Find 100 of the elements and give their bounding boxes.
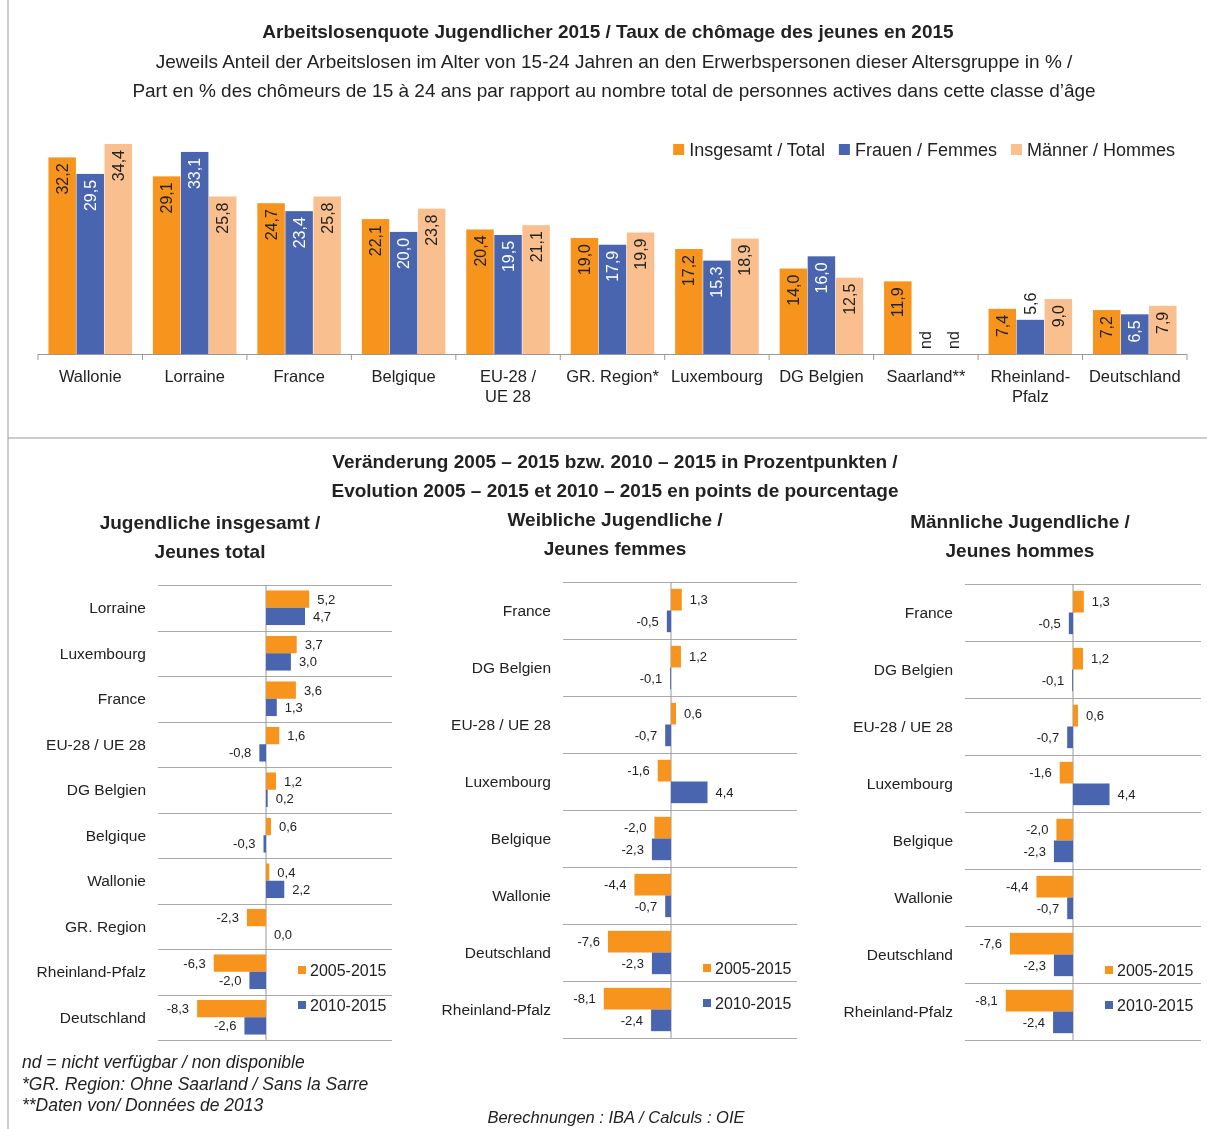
data-label: 29,5 bbox=[81, 179, 99, 212]
data-label: 4,4 bbox=[1117, 786, 1136, 802]
data-label: 14,0 bbox=[784, 274, 802, 306]
data-label: 4,4 bbox=[715, 784, 734, 800]
data-label: 25,8 bbox=[214, 202, 232, 234]
bar bbox=[266, 772, 276, 790]
y-tick-label: Wallonie bbox=[894, 889, 953, 906]
data-label: 1,2 bbox=[283, 773, 303, 789]
bar bbox=[1009, 932, 1073, 955]
data-label: -6,3 bbox=[183, 955, 206, 971]
bar bbox=[1073, 590, 1084, 613]
data-label: -7,6 bbox=[979, 936, 1002, 952]
bar bbox=[657, 759, 671, 782]
bar bbox=[607, 930, 671, 953]
bar bbox=[1056, 818, 1073, 841]
data-label: 20,0 bbox=[395, 237, 413, 270]
bar bbox=[1068, 612, 1073, 635]
bar bbox=[266, 590, 310, 608]
data-label: -0,7 bbox=[1036, 900, 1060, 916]
y-tick-label: Belgique bbox=[490, 830, 551, 847]
data-label: 1,3 bbox=[689, 592, 708, 608]
data-label: 11,9 bbox=[889, 287, 907, 318]
bar bbox=[1053, 954, 1073, 977]
y-tick-label: Luxembourg bbox=[464, 773, 551, 790]
data-label: -0,7 bbox=[1036, 729, 1060, 745]
bar bbox=[1016, 319, 1045, 354]
y-tick-label: Rheinland-Pfalz bbox=[441, 1001, 551, 1018]
y-tick-label: Rheinland-Pfalz bbox=[36, 963, 146, 981]
data-label: 1,3 bbox=[284, 699, 303, 715]
bar bbox=[570, 238, 599, 354]
text: Veränderung 2005 – 2015 bzw. 2010 – 2015 in Prozentpunkten / Evolution 2005 – 2015 et 2010 – 2015 en points de pourcentage bbox=[331, 451, 899, 501]
data-label: -2,4 bbox=[1022, 1014, 1046, 1030]
bar bbox=[603, 987, 671, 1010]
data-label: 16,0 bbox=[812, 262, 830, 294]
x-tick-label: Lorraine bbox=[164, 367, 225, 385]
bar bbox=[76, 173, 104, 354]
y-tick-label: Wallonie bbox=[492, 887, 551, 904]
bar bbox=[1073, 647, 1083, 670]
data-label: 29,1 bbox=[158, 182, 176, 214]
data-label: -2,3 bbox=[216, 910, 239, 926]
data-label: 1,3 bbox=[1091, 594, 1110, 610]
bar bbox=[104, 144, 133, 354]
data-label: -2,3 bbox=[1023, 957, 1046, 973]
bar bbox=[266, 681, 296, 699]
x-tick-label: Rheinland-Pfalz bbox=[990, 367, 1071, 405]
y-tick-label: Luxembourg bbox=[866, 775, 953, 792]
data-label: 4,7 bbox=[313, 608, 332, 624]
bar bbox=[180, 151, 209, 354]
bar bbox=[249, 971, 266, 990]
bar bbox=[671, 645, 681, 668]
y-tick-label: Deutschland bbox=[866, 946, 953, 963]
y-tick-label: EU-28 / UE 28 bbox=[46, 735, 146, 753]
legend-label: 2010-2015 bbox=[1117, 997, 1194, 1014]
bar bbox=[807, 256, 836, 354]
data-label: 12,5 bbox=[840, 283, 858, 315]
bar bbox=[466, 229, 494, 354]
data-label: -2,3 bbox=[1023, 843, 1046, 859]
data-label: 7,2 bbox=[1098, 315, 1116, 339]
data-label: 3,7 bbox=[304, 637, 323, 653]
data-label: -2,4 bbox=[620, 1012, 644, 1028]
legend-label: Männer / Hommes bbox=[1026, 140, 1175, 160]
data-label: -8,1 bbox=[573, 991, 596, 1007]
data-label: 23,8 bbox=[423, 214, 441, 246]
legend-label: Frauen / Femmes bbox=[854, 140, 997, 160]
legend-label: 2010-2015 bbox=[715, 995, 792, 1012]
data-label: -0,3 bbox=[233, 836, 256, 852]
legend-label: 2005-2015 bbox=[310, 962, 387, 979]
bar bbox=[389, 231, 418, 354]
data-label: 0,2 bbox=[275, 790, 294, 806]
data-label: 19,9 bbox=[632, 238, 650, 270]
data-label: 9,0 bbox=[1049, 304, 1067, 328]
y-tick-label: Deutschland bbox=[59, 1008, 146, 1026]
bar bbox=[1053, 1011, 1073, 1034]
data-label: 6,5 bbox=[1126, 320, 1144, 343]
chart-title: Männliche Jugendliche / Jeunes hommes bbox=[910, 511, 1131, 561]
data-label: 3,6 bbox=[303, 682, 322, 698]
bar bbox=[152, 176, 181, 354]
bar bbox=[417, 208, 446, 354]
data-label: 5,2 bbox=[317, 591, 336, 607]
y-tick-label: EU-28 / UE 28 bbox=[853, 718, 953, 735]
data-label: 18,9 bbox=[736, 244, 754, 276]
data-label: 32,2 bbox=[53, 163, 71, 195]
bar bbox=[361, 219, 390, 354]
legend-label: 2005-2015 bbox=[715, 960, 792, 977]
data-label: 22,1 bbox=[367, 224, 385, 257]
text: Berechnungen : IBA / Calculs : OIE bbox=[487, 1108, 746, 1126]
data-label: 3,0 bbox=[298, 654, 317, 670]
x-tick-label: Saarland** bbox=[886, 367, 966, 385]
data-label: 19,0 bbox=[575, 243, 593, 276]
bar bbox=[266, 726, 280, 745]
bar bbox=[48, 157, 76, 354]
data-label: -0,5 bbox=[636, 613, 659, 629]
bar bbox=[1059, 761, 1073, 784]
data-label: -8,3 bbox=[166, 1001, 190, 1017]
chart-subtitle: Jeweils Anteil der Arbeitslosen im Alter von 15-24 Jahren an den Erwerbspersonen dieser Altersgruppe in % / Part en % des chômeurs de 15 à 24 ans par rapport au nombre total de personnes actives dans cette classe d’âge bbox=[132, 51, 1096, 101]
data-label: 21,1 bbox=[527, 231, 545, 263]
bar bbox=[1073, 783, 1110, 806]
data-label: -4,4 bbox=[604, 877, 627, 893]
y-tick-label: DG Belgien bbox=[873, 661, 953, 678]
data-label: -0,8 bbox=[228, 745, 252, 761]
